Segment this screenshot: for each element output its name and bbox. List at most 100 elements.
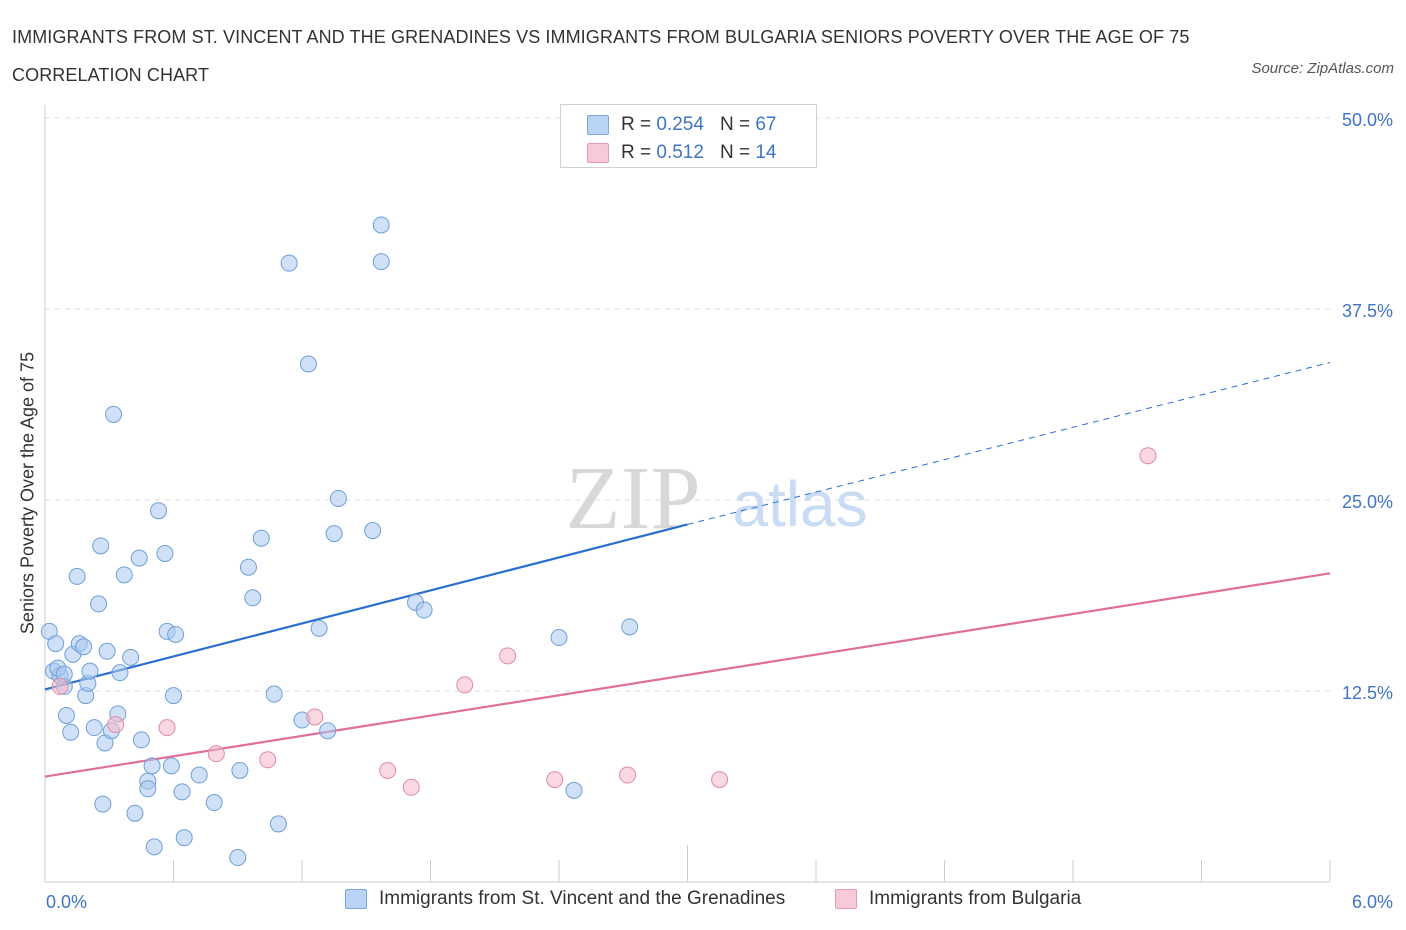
data-point-blue — [126, 804, 144, 822]
legend-n-label: N = — [719, 114, 751, 135]
data-point-blue — [252, 529, 270, 547]
data-point-blue — [319, 722, 337, 740]
data-point-pink — [107, 716, 125, 734]
watermark-zip: ZIP — [566, 449, 701, 548]
data-point-blue — [269, 815, 287, 833]
data-point-blue — [143, 757, 161, 775]
data-point-pink — [158, 719, 176, 737]
data-point-blue — [265, 685, 283, 703]
data-point-blue — [167, 625, 185, 643]
trend-line-blue-extension — [687, 361, 1331, 525]
legend-n-label: N = — [719, 142, 751, 163]
data-point-pink — [619, 766, 637, 784]
y-tick-label: 12.5% — [1342, 683, 1393, 703]
data-point-blue — [364, 522, 382, 540]
gridlines — [45, 117, 1330, 692]
data-point-blue — [205, 794, 223, 812]
data-point-blue — [165, 687, 182, 705]
data-point-pink — [379, 761, 397, 779]
data-point-blue — [372, 253, 390, 271]
data-point-pink — [51, 677, 69, 695]
watermark-atlas: atlas — [732, 468, 867, 540]
data-point-pink — [456, 676, 474, 694]
legend-n-value: 14 — [755, 142, 777, 163]
data-point-blue — [105, 405, 123, 423]
data-point-blue — [57, 706, 75, 724]
data-point-blue — [139, 780, 157, 798]
legend-row-pink: R = 0.512 N = 14 — [587, 141, 776, 165]
data-point-blue — [122, 648, 140, 666]
legend-r-label: R = — [621, 142, 652, 163]
data-point-pink — [711, 771, 729, 789]
axes — [44, 105, 1331, 883]
data-point-blue — [111, 664, 129, 682]
data-point-pink — [499, 647, 517, 665]
x-tick-label: 0.0% — [46, 892, 87, 912]
data-point-blue — [329, 489, 347, 507]
data-point-blue — [62, 723, 80, 741]
legend-n-value: 67 — [755, 114, 777, 135]
legend-swatch-blue — [587, 115, 609, 135]
legend-r-value: 0.512 — [656, 142, 704, 163]
data-point-blue — [372, 216, 390, 234]
correlation-legend: R = 0.254 N = 67 R = 0.512 N = 14 — [560, 104, 817, 168]
data-point-blue — [244, 589, 262, 607]
data-point-blue — [229, 849, 247, 867]
data-point-pink — [546, 771, 564, 789]
data-point-blue — [239, 558, 257, 576]
data-point-blue — [68, 567, 86, 585]
data-point-blue — [190, 766, 208, 784]
series-legend-item-blue: Immigrants from St. Vincent and the Gren… — [345, 888, 785, 910]
data-point-blue — [550, 629, 568, 647]
source-credit: Source: ZipAtlas.com — [1251, 60, 1394, 77]
data-point-blue — [98, 642, 116, 660]
y-tick-label: 25.0% — [1342, 492, 1393, 512]
data-point-blue — [280, 254, 298, 272]
data-point-blue — [75, 638, 93, 656]
series-legend-item-pink: Immigrants from Bulgaria — [835, 888, 1081, 910]
data-point-blue — [325, 525, 343, 543]
data-point-blue — [173, 783, 191, 801]
data-point-pink — [306, 708, 324, 726]
data-point-blue — [150, 502, 168, 520]
data-points — [40, 216, 1157, 867]
data-point-blue — [85, 719, 103, 737]
y-tick-label: 37.5% — [1342, 301, 1393, 321]
legend-r-value: 0.254 — [656, 114, 704, 135]
data-point-blue — [145, 838, 163, 856]
trend-lines — [44, 361, 1331, 778]
data-point-blue — [47, 635, 65, 653]
data-point-blue — [156, 544, 174, 562]
trend-line-blue — [44, 523, 688, 691]
data-point-blue — [130, 549, 148, 567]
data-point-blue — [299, 355, 317, 373]
series-name-blue: Immigrants from St. Vincent and the Gren… — [379, 888, 786, 909]
trend-line-pink — [44, 572, 1331, 778]
y-axis-label: Seniors Poverty Over the Age of 75 — [17, 351, 38, 635]
data-point-blue — [115, 566, 133, 584]
series-legend: Immigrants from St. Vincent and the Gren… — [0, 888, 1406, 916]
legend-swatch-pink — [587, 143, 609, 163]
data-point-blue — [621, 618, 639, 636]
series-swatch-pink — [835, 889, 857, 909]
chart-title: IMMIGRANTS FROM ST. VINCENT AND THE GREN… — [12, 27, 1190, 85]
data-point-blue — [132, 731, 150, 749]
data-point-blue — [231, 761, 249, 779]
tick-labels: 12.5% 25.0% 37.5% 50.0% 0.0% 6.0% — [46, 110, 1393, 912]
data-point-pink — [1139, 447, 1157, 465]
data-point-pink — [207, 745, 225, 763]
data-point-blue — [162, 757, 180, 775]
data-point-blue — [94, 795, 112, 813]
legend-row-blue: R = 0.254 N = 67 — [587, 113, 776, 137]
x-tick-label: 6.0% — [1352, 892, 1393, 912]
data-point-pink — [259, 751, 277, 769]
data-point-blue — [310, 619, 328, 637]
legend-r-label: R = — [621, 114, 652, 135]
data-point-blue — [175, 829, 193, 847]
data-point-blue — [565, 781, 583, 799]
data-point-pink — [402, 778, 420, 796]
data-point-blue — [415, 601, 433, 619]
y-tick-label: 50.0% — [1342, 110, 1393, 130]
series-name-pink: Immigrants from Bulgaria — [869, 888, 1082, 909]
